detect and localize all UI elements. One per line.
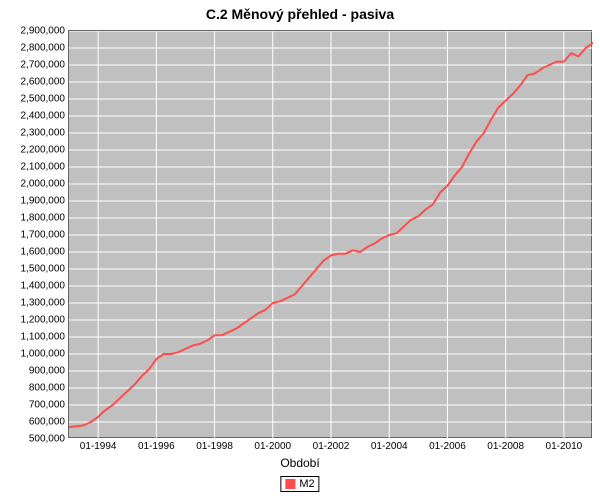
chart-title: C.2 Měnový přehled - pasiva	[0, 6, 600, 22]
chart-container: C.2 Měnový přehled - pasiva 500,000600,0…	[0, 0, 600, 500]
x-axis-label: Období	[0, 456, 600, 470]
y-tick-label: 1,600,000	[5, 247, 69, 258]
y-tick-label: 2,800,000	[5, 43, 69, 54]
y-tick-label: 700,000	[5, 400, 69, 411]
y-tick-label: 1,900,000	[5, 196, 69, 207]
x-tick-label: 01-1998	[196, 437, 233, 452]
x-tick-label: 01-1996	[138, 437, 175, 452]
x-tick-label: 01-2004	[371, 437, 408, 452]
x-tick-label: 01-1994	[80, 437, 117, 452]
y-tick-label: 1,700,000	[5, 230, 69, 241]
y-tick-label: 1,400,000	[5, 281, 69, 292]
y-tick-label: 2,500,000	[5, 94, 69, 105]
y-tick-label: 1,100,000	[5, 332, 69, 343]
y-tick-label: 2,100,000	[5, 162, 69, 173]
x-tick-label: 01-2000	[254, 437, 291, 452]
x-tick-label: 01-2002	[313, 437, 350, 452]
y-tick-label: 2,000,000	[5, 179, 69, 190]
y-tick-label: 1,200,000	[5, 315, 69, 326]
y-tick-label: 1,300,000	[5, 298, 69, 309]
plot-svg	[69, 31, 593, 439]
y-tick-label: 2,200,000	[5, 145, 69, 156]
y-tick-label: 500,000	[5, 434, 69, 445]
y-tick-label: 2,600,000	[5, 77, 69, 88]
y-tick-label: 2,700,000	[5, 60, 69, 71]
y-tick-label: 900,000	[5, 366, 69, 377]
x-tick-label: 01-2006	[429, 437, 466, 452]
y-tick-label: 600,000	[5, 417, 69, 428]
legend: M2	[280, 476, 319, 492]
y-tick-label: 1,800,000	[5, 213, 69, 224]
y-tick-label: 2,400,000	[5, 111, 69, 122]
y-tick-label: 2,900,000	[5, 26, 69, 37]
y-tick-label: 1,500,000	[5, 264, 69, 275]
legend-label: M2	[299, 478, 314, 490]
y-tick-label: 800,000	[5, 383, 69, 394]
x-tick-label: 01-2008	[487, 437, 524, 452]
plot-area: 500,000600,000700,000800,000900,0001,000…	[68, 30, 592, 438]
y-tick-label: 2,300,000	[5, 128, 69, 139]
y-tick-label: 1,000,000	[5, 349, 69, 360]
legend-swatch	[285, 479, 295, 489]
x-tick-label: 01-2010	[546, 437, 583, 452]
